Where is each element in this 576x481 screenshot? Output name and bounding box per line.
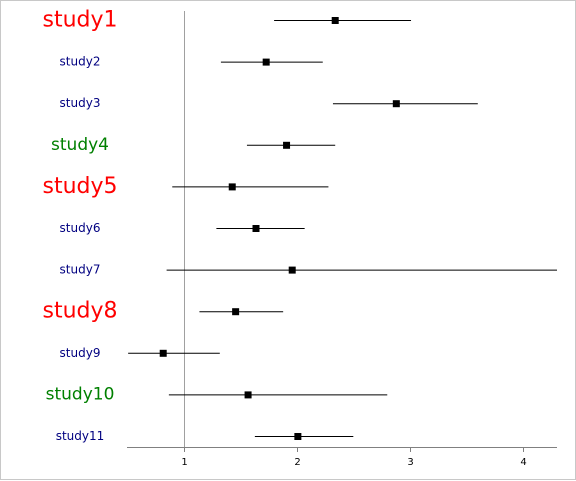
study-row: study9 — [60, 346, 220, 360]
study-row: study5 — [42, 174, 329, 199]
estimate-marker — [288, 266, 296, 274]
x-tick-label: 4 — [520, 457, 526, 468]
x-tick-label: 1 — [181, 457, 187, 468]
estimate-marker — [262, 58, 270, 66]
study-row: study7 — [60, 263, 557, 277]
estimate-marker — [392, 100, 400, 108]
x-tick-label: 3 — [407, 457, 413, 468]
study-row: study2 — [60, 55, 323, 69]
study-label: study6 — [60, 221, 101, 235]
study-label: study4 — [51, 135, 109, 155]
study-row: study3 — [60, 96, 478, 110]
study-label: study3 — [60, 96, 101, 110]
study-row: study11 — [56, 429, 354, 443]
study-row: study10 — [46, 384, 388, 404]
study-label: study11 — [56, 429, 105, 443]
study-label: study10 — [46, 384, 115, 404]
estimate-marker — [232, 308, 240, 316]
study-row: study1 — [42, 8, 412, 33]
estimate-marker — [283, 141, 291, 149]
estimate-marker — [159, 349, 167, 357]
x-axis: 1 2 3 4 — [127, 447, 557, 468]
study-label: study7 — [60, 263, 101, 277]
study-label: study8 — [42, 299, 117, 324]
study-row: study4 — [51, 135, 336, 155]
estimate-marker — [244, 391, 252, 399]
study-label: study2 — [60, 55, 101, 69]
study-rows: study1 study2 study3 study4 study5 study6 stud… — [42, 8, 557, 443]
study-label: study1 — [42, 8, 117, 33]
study-label: study9 — [60, 346, 101, 360]
study-label: study5 — [42, 174, 117, 199]
estimate-marker — [252, 225, 260, 232]
estimate-marker — [228, 183, 236, 191]
estimate-marker — [294, 433, 302, 440]
study-row: study6 — [60, 221, 305, 235]
x-tick-label: 2 — [294, 457, 300, 468]
estimate-marker — [331, 17, 339, 24]
study-row: study8 — [42, 299, 284, 324]
